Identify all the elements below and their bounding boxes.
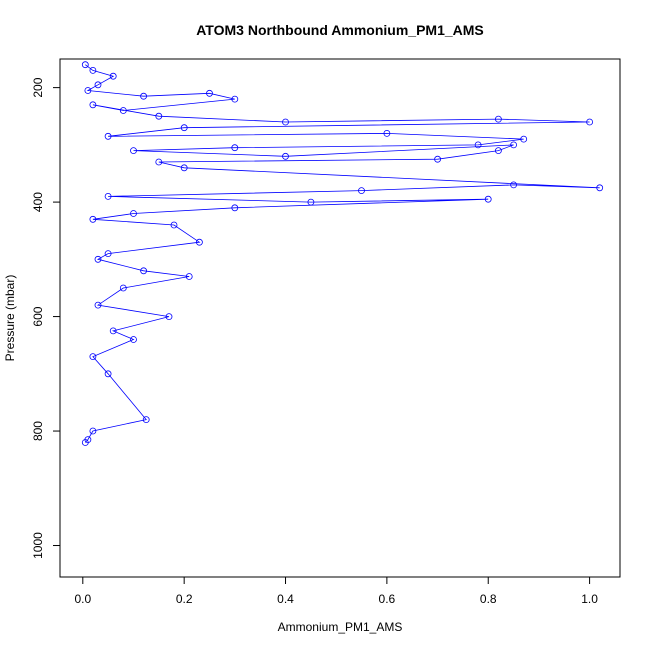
y-tick-label: 800	[31, 421, 45, 441]
data-point	[180, 124, 188, 132]
data-point	[307, 198, 315, 206]
data-point	[89, 67, 97, 74]
data-point	[89, 101, 97, 109]
data-point	[104, 192, 112, 200]
x-tick-label: 0.0	[74, 592, 91, 606]
data-point	[109, 72, 117, 80]
plot-area-frame	[59, 58, 621, 578]
data-point	[520, 135, 528, 143]
data-point	[104, 250, 112, 258]
data-point	[586, 118, 593, 126]
data-point	[109, 327, 117, 335]
data-point	[510, 181, 517, 189]
data-point	[494, 115, 502, 123]
data-point	[282, 118, 289, 126]
data-point	[195, 238, 203, 246]
data-point	[185, 273, 193, 280]
x-tick-label: 0.2	[176, 592, 193, 606]
y-tick-label: 400	[31, 192, 45, 212]
x-tick-label: 0.6	[379, 592, 396, 606]
data-point	[206, 89, 213, 97]
data-point	[170, 221, 178, 229]
y-axis-label: Pressure (mbar)	[3, 275, 17, 362]
x-axis-label: Ammonium_PM1_AMS	[278, 620, 403, 634]
y-tick-label: 1000	[31, 532, 45, 559]
plot-series-group	[81, 61, 604, 446]
data-point	[155, 112, 163, 120]
data-point	[89, 215, 97, 223]
data-point	[510, 141, 517, 149]
data-point	[484, 195, 492, 203]
data-point	[383, 129, 391, 137]
data-point	[231, 204, 239, 212]
data-point	[474, 141, 482, 149]
data-point	[119, 107, 127, 114]
data-point	[130, 336, 137, 343]
x-tick-label: 0.8	[480, 592, 497, 606]
series-line	[85, 64, 600, 443]
data-point	[140, 267, 148, 275]
x-tick-label: 1.0	[581, 592, 598, 606]
chart-title: ATOM3 Northbound Ammonium_PM1_AMS	[196, 22, 484, 38]
data-point	[84, 87, 92, 94]
data-point	[130, 147, 137, 155]
data-point	[231, 144, 239, 152]
y-tick-label: 200	[31, 77, 45, 97]
data-point	[142, 416, 150, 424]
y-axis: 200 400 600 800 1000	[31, 77, 61, 559]
data-point	[231, 95, 239, 103]
data-point	[130, 210, 137, 217]
x-axis: 0.0 0.2 0.4 0.6 0.8 1.0	[74, 576, 598, 606]
data-point	[94, 301, 102, 309]
data-point	[89, 427, 97, 435]
data-point	[494, 147, 502, 155]
data-point	[94, 81, 102, 89]
data-point	[165, 313, 173, 321]
data-point	[81, 439, 89, 446]
data-point	[104, 370, 112, 378]
data-point	[140, 92, 148, 100]
y-tick-label: 600	[31, 306, 45, 326]
data-point	[596, 184, 604, 192]
data-point	[94, 255, 102, 263]
data-point	[89, 353, 97, 361]
data-point	[358, 187, 365, 195]
data-point	[81, 61, 89, 69]
data-point	[119, 284, 127, 292]
data-point	[180, 164, 188, 172]
data-point	[434, 155, 442, 163]
data-point	[104, 132, 112, 140]
data-point	[282, 152, 289, 160]
x-tick-label: 0.4	[277, 592, 294, 606]
data-point	[155, 158, 163, 166]
